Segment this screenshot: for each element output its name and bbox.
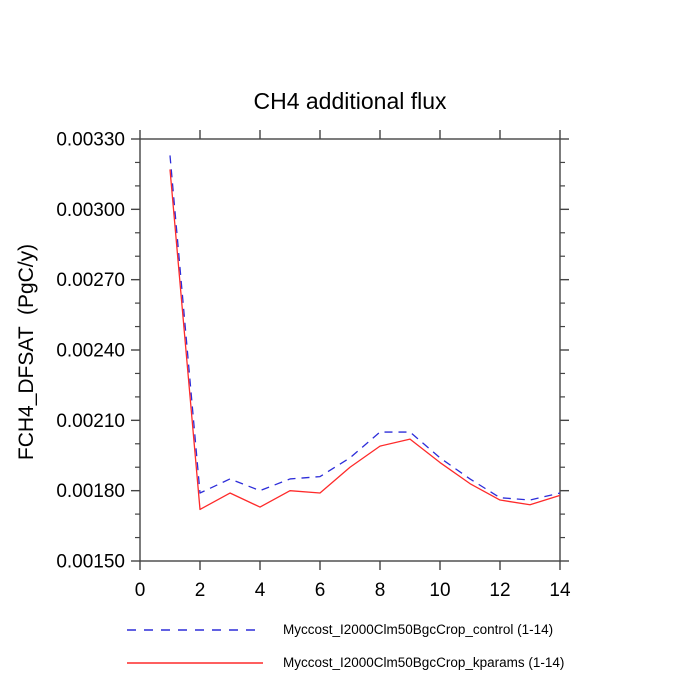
series-line-kparams	[169, 169, 561, 511]
x-tick-label: 6	[315, 580, 326, 601]
x-tick-label: 12	[489, 580, 510, 601]
legend-label-kparams: Myccost_I2000Clm50BgcCrop_kparams (1-14)	[283, 655, 565, 670]
chart-title: CH4 additional flux	[253, 88, 447, 114]
y-tick-label: 0.00180	[56, 481, 125, 502]
legend-item-control: Myccost_I2000Clm50BgcCrop_control (1-14)	[127, 613, 564, 646]
legend-label-control: Myccost_I2000Clm50BgcCrop_control (1-14)	[283, 622, 554, 637]
x-tick-label: 0	[135, 580, 146, 601]
series-line-control	[169, 155, 561, 501]
legend: Myccost_I2000Clm50BgcCrop_control (1-14)…	[127, 613, 564, 679]
legend-item-kparams: Myccost_I2000Clm50BgcCrop_kparams (1-14)	[127, 646, 564, 679]
legend-line-dashed-icon	[127, 628, 263, 631]
legend-line-solid-icon	[127, 661, 263, 664]
x-tick-label: 2	[195, 580, 206, 601]
y-tick-label: 0.00300	[56, 200, 125, 221]
x-tick-label: 10	[429, 580, 450, 601]
x-tick-label: 8	[375, 580, 386, 601]
y-tick-label: 0.00210	[56, 411, 125, 432]
y-tick-label: 0.00330	[56, 130, 125, 151]
x-tick-label: 14	[549, 580, 571, 601]
y-tick-label: 0.00150	[56, 552, 125, 573]
y-tick-label: 0.00240	[56, 341, 125, 362]
x-tick-label: 4	[255, 580, 266, 601]
y-tick-label: 0.00270	[56, 270, 125, 291]
